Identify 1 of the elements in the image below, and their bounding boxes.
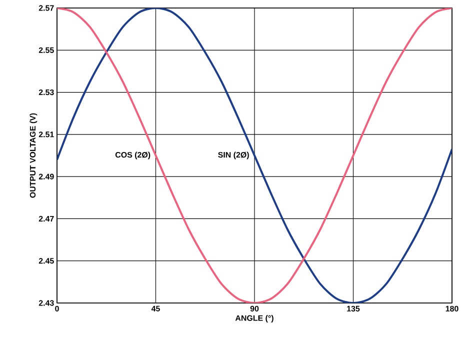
line-series [57,8,452,303]
